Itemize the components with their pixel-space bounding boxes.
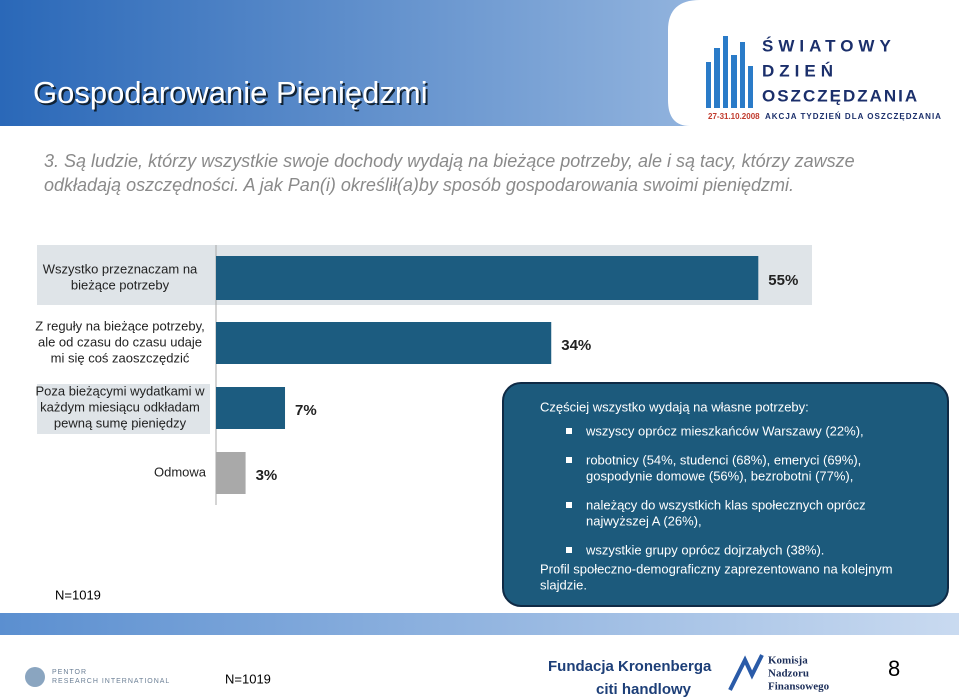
callout-bullet: gospodynie domowe (56%), bezrobotni (77%… (586, 468, 853, 483)
callout-heading: Częściej wszystko wydają na własne potrz… (540, 399, 809, 414)
pentor-line: RESEARCH INTERNATIONAL (52, 678, 170, 685)
logo-line: DZIEŃ (762, 61, 838, 80)
callout-footer: Profil społeczno-demograficzny zaprezent… (540, 561, 893, 576)
footer-sample-note: N=1019 (225, 671, 271, 686)
title: Gospodarowanie Pieniędzmi (33, 75, 428, 110)
callout-bullet: wszystkie grupy oprócz dojrzałych (38%). (585, 542, 824, 557)
knf-line: Nadzoru (768, 668, 809, 680)
value-label: 7% (295, 402, 317, 419)
page-number: 8 (888, 656, 900, 681)
value-label: 34% (561, 337, 591, 354)
callout-bullet: najwyższej A (26%), (586, 513, 702, 528)
category-label: ale od czasu do czasu udaje (38, 334, 202, 349)
row-band (37, 384, 210, 434)
title-shadow: Gospodarowanie Pieniędzmi (35, 77, 430, 112)
category-label: Wszystko przeznaczam na (43, 261, 198, 276)
pentor-text: PENTOR RESEARCH INTERNATIONAL (52, 669, 170, 685)
category-label: pewną sumę pieniędzy (54, 415, 187, 430)
category-label: Z reguły na bieżące potrzeby, (35, 318, 205, 333)
logo-graphic (706, 36, 753, 108)
category-label: bieżące potrzeby (71, 277, 170, 292)
bullet (566, 502, 572, 508)
bullet (566, 428, 572, 434)
footer-band (0, 613, 959, 635)
pentor-logo (25, 667, 45, 687)
knf-line: Finansowego (768, 681, 830, 693)
bar (216, 322, 552, 364)
logo-text: ŚWIATOWY DZIEŃ OSZCZĘDZANIA (762, 36, 919, 105)
value-label: 55% (768, 272, 798, 289)
bar (216, 256, 759, 300)
logo-line: ŚWIATOWY (762, 36, 896, 55)
knf-line: Komisja (768, 655, 808, 667)
bullet (566, 457, 572, 463)
callout: Częściej wszystko wydają na własne potrz… (540, 399, 893, 592)
callout-bullet: należący do wszystkich klas społecznych … (586, 497, 866, 512)
question-line: odkładają oszczędności. A jak Pan(i) okr… (44, 175, 794, 195)
bullet (566, 547, 572, 553)
question-line: 3. Są ludzie, którzy wszystkie swoje doc… (44, 151, 855, 171)
callout-bullet: wszyscy oprócz mieszkańców Warszawy (22%… (585, 423, 864, 438)
value-label: 3% (256, 467, 278, 484)
sponsor-1: Fundacja Kronenberga (548, 658, 712, 675)
category-label: każdym miesiącu odkładam (40, 399, 200, 414)
category-label: mi się coś zaoszczędzić (51, 350, 190, 365)
sample-note: N=1019 (55, 587, 101, 602)
category-label: Odmowa (154, 464, 207, 479)
category-label: Poza bieżącymi wydatkami w (35, 383, 205, 398)
bar (216, 387, 286, 429)
knf-logo (728, 654, 764, 691)
callout-footer: slajdzie. (540, 577, 587, 592)
pentor-line: PENTOR (52, 669, 87, 676)
logo-tagline: AKCJA TYDZIEŃ DLA OSZCZĘDZANIA (765, 112, 942, 121)
sponsor-2: citi handlowy (596, 681, 692, 698)
logo-line: OSZCZĘDZANIA (762, 86, 919, 105)
callout-box (502, 382, 949, 607)
bar (216, 452, 246, 494)
question: 3. Są ludzie, którzy wszystkie swoje doc… (44, 151, 855, 195)
callout-bullet: robotnicy (54%, studenci (68%), emeryci … (586, 452, 861, 467)
logo-date: 27-31.10.2008 (708, 112, 760, 121)
